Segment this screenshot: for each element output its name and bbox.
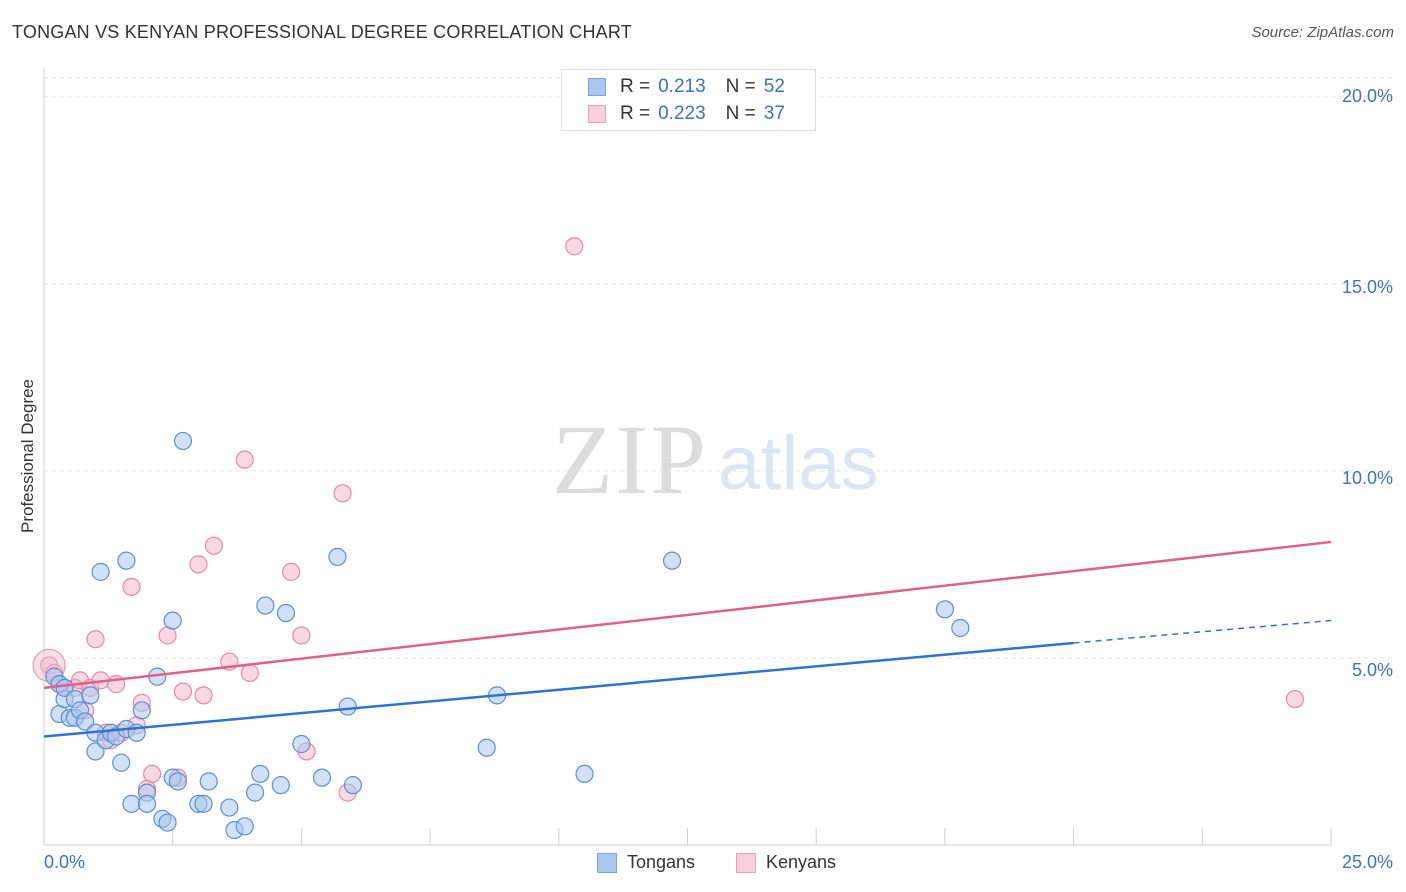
kenyan-points (32, 237, 1305, 802)
legend-row-kenyans: R = 0.223 N = 37 (588, 102, 805, 126)
trend-lines (43, 540, 1332, 738)
tongan-points (45, 431, 970, 840)
tongan-point (76, 712, 95, 731)
watermark-atlas: atlas (718, 421, 879, 506)
tongan-trend-line (43, 641, 1074, 738)
kenyan-point (292, 626, 311, 645)
tongan-point (951, 618, 970, 638)
y-tick-label-20: 20.0% (1341, 86, 1393, 106)
kenyan-point (189, 555, 208, 574)
y-tick-label-15: 15.0% (1341, 277, 1393, 297)
kenyan-point (565, 237, 584, 256)
tongan-point (194, 794, 213, 813)
tongan-point (271, 776, 290, 795)
legend-label-kenyans: Kenyans (766, 852, 837, 872)
kenyan-point (282, 562, 301, 581)
kenyan-point (333, 484, 352, 503)
tongan-legend-swatch (597, 852, 617, 873)
correlation-legend: R = 0.213 N = 52 R = 0.223 N = 37 (561, 69, 816, 131)
kenyan-point (86, 630, 105, 649)
tongan-point (137, 794, 157, 813)
tongan-point (292, 734, 311, 754)
n-label: N = (725, 103, 756, 124)
r-value-tongans: 0.213 (658, 76, 706, 97)
tongan-trend-extension (1073, 619, 1332, 644)
tongan-point (122, 794, 141, 813)
kenyan-swatch (588, 105, 606, 123)
tongan-point (163, 611, 182, 630)
tongan-point (55, 678, 74, 697)
kenyan-legend-swatch (736, 852, 756, 873)
tongan-point (256, 596, 275, 615)
tongan-point (168, 772, 187, 791)
y-axis-label: Professional Degree (18, 378, 37, 534)
legend-item-tongans[interactable]: Tongans (597, 852, 695, 873)
kenyan-trend-line (43, 540, 1332, 690)
tongan-point (662, 551, 682, 570)
tongan-point (338, 697, 357, 716)
r-label: R = (620, 103, 651, 124)
kenyan-point (143, 764, 162, 784)
tongan-point (220, 798, 239, 817)
source-credit: Source: ZipAtlas.com (1251, 24, 1394, 41)
tongan-point (328, 547, 347, 567)
kenyan-point (173, 682, 193, 701)
kenyan-point (122, 577, 141, 596)
legend-item-kenyans[interactable]: Kenyans (736, 852, 836, 873)
tongan-point (477, 738, 496, 757)
tongan-point (245, 783, 265, 802)
tongan-point (81, 686, 100, 705)
kenyan-point (235, 450, 254, 469)
y-tick-label-10: 10.0% (1341, 468, 1393, 488)
tongan-point (112, 753, 131, 772)
watermark-zip: ZIP (552, 404, 708, 515)
tongan-point (251, 764, 270, 784)
legend-label-tongans: Tongans (627, 852, 696, 872)
chart-title: TONGAN VS KENYAN PROFESSIONAL DEGREE COR… (12, 22, 632, 42)
kenyan-point (240, 663, 260, 682)
tongan-point (173, 431, 193, 451)
tongan-point (117, 551, 136, 570)
tongan-point (235, 817, 254, 836)
tongan-point (86, 742, 105, 761)
kenyan-point (194, 686, 213, 705)
tongan-point (935, 600, 955, 619)
grid-lines (44, 77, 1393, 659)
tongan-point (575, 764, 594, 784)
n-value-kenyans: 37 (763, 103, 785, 124)
kenyan-point (1285, 689, 1305, 709)
tongan-swatch (588, 78, 606, 96)
x-tick-label-max: 25.0% (1341, 852, 1393, 872)
legend-row-tongans: R = 0.213 N = 52 (588, 75, 805, 99)
tongan-point (199, 772, 218, 791)
tongan-point (343, 776, 362, 795)
r-label: R = (620, 76, 651, 97)
x-tick-marks (43, 828, 1332, 845)
n-label: N = (725, 76, 756, 97)
tongan-point (312, 768, 332, 787)
tongan-point (91, 562, 110, 581)
kenyan-point (204, 536, 223, 555)
tongan-point (158, 813, 177, 832)
tongan-point (276, 603, 296, 623)
series-legend: Tongans Kenyans (0, 852, 1406, 878)
y-tick-label-5: 5.0% (1351, 660, 1393, 680)
r-value-kenyans: 0.223 (658, 103, 706, 124)
x-tick-label-min: 0.0% (44, 852, 86, 872)
tongan-point (132, 701, 151, 720)
n-value-tongans: 52 (763, 76, 785, 97)
